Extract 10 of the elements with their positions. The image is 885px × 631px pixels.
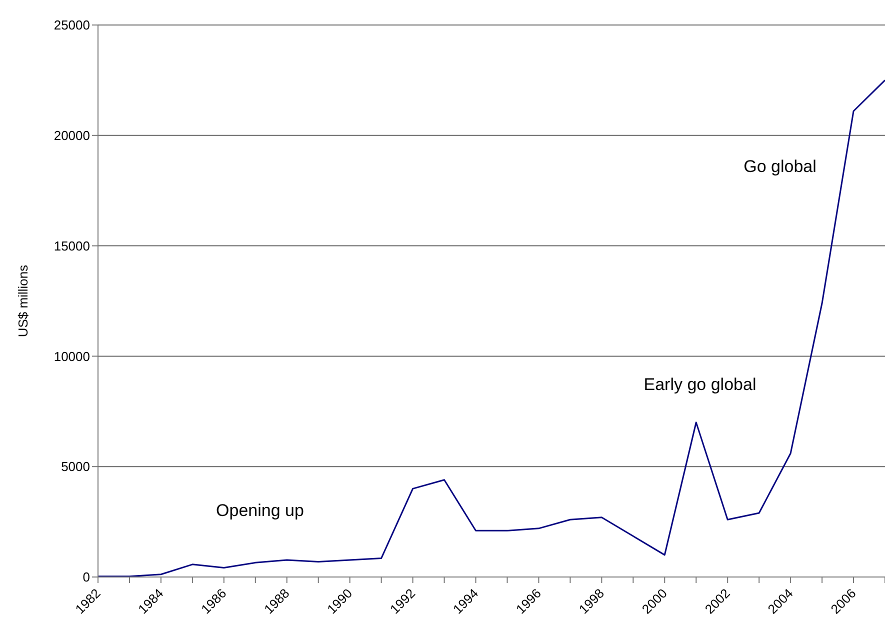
y-tick-label: 25000: [54, 18, 90, 33]
y-tick-label: 10000: [54, 348, 90, 364]
y-tick-label: 0: [82, 570, 90, 585]
y-axis-title: US$ millions: [16, 264, 31, 338]
y-tick-label: 20000: [54, 128, 90, 144]
annotation: Opening up: [216, 501, 304, 521]
y-tick-label: 15000: [54, 238, 90, 254]
y-tick-label: 5000: [61, 459, 90, 474]
annotation: Early go global: [644, 375, 756, 395]
annotation: Go global: [744, 157, 816, 177]
